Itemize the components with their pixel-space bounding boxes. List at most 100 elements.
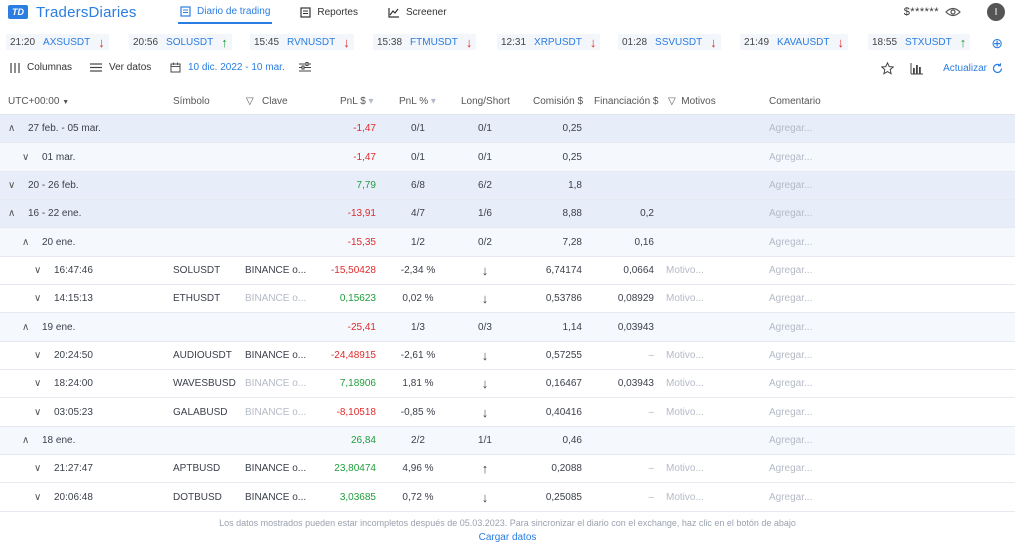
motive-cell[interactable]: Motivo... [666, 463, 704, 475]
chevron-down-icon[interactable]: ∨ [34, 264, 42, 276]
nav-trading-journal[interactable]: Diario de trading [178, 0, 273, 24]
motive-cell[interactable]: Motivo... [666, 293, 704, 305]
chevron-down-icon[interactable]: ∨ [34, 491, 42, 503]
day-group-row[interactable]: ∧ 18 ene. 26,84 2/2 1/1 0,46 Agregar... [0, 426, 1015, 456]
key-cell[interactable]: BINANCE o... [245, 293, 307, 305]
comment-cell[interactable]: Agregar... [769, 236, 813, 248]
chevron-down-icon[interactable]: ∨ [22, 151, 30, 163]
long-short-cell: 0/2 [478, 236, 492, 248]
trade-row[interactable]: ∨ 21:27:47 APTBUSD BINANCE o... 23,80474 4,96… [0, 455, 1015, 484]
trade-row[interactable]: ∨ 20:24:50 AUDIOUSDT BINANCE o... -24,48915 -… [0, 341, 1015, 371]
ticker-item[interactable]: 15:45 RVNUSDT ↓ [250, 34, 354, 50]
pnl-pct-cell: 0/1 [411, 151, 425, 163]
chevron-up-icon[interactable]: ∧ [22, 434, 30, 446]
col-funding-header[interactable]: Financiación $ [594, 96, 659, 107]
comment-cell[interactable]: Agregar... [769, 349, 813, 361]
ticker-item[interactable]: 21:20 AXSUSDT ↓ [6, 34, 109, 50]
motive-cell[interactable]: Motivo... [666, 378, 704, 390]
comment-cell[interactable]: Agregar... [769, 463, 813, 475]
day-group-row[interactable]: ∧ 19 ene. -25,41 1/3 0/3 1,14 0,03943 Agregar..… [0, 313, 1015, 342]
nav-screener[interactable]: Screener [386, 0, 449, 24]
week-group-row[interactable]: ∨ 20 - 26 feb. 7,79 6/8 6/2 1,8 Agregar... [0, 171, 1015, 201]
col-symbol-header[interactable]: Símbolo [173, 96, 210, 107]
motive-cell[interactable]: Motivo... [666, 491, 704, 503]
chevron-up-icon[interactable]: ∧ [8, 123, 16, 135]
day-group-row[interactable]: ∧ 20 ene. -15,35 1/2 0/2 7,28 0,16 Agregar... [0, 228, 1015, 257]
nav-reports[interactable]: Reportes [298, 0, 360, 24]
chevron-down-icon[interactable]: ∨ [34, 349, 42, 361]
plus-circle-icon[interactable]: ⊕ [991, 35, 1003, 51]
chevron-up-icon[interactable]: ∧ [22, 236, 30, 248]
comment-cell[interactable]: Agregar... [769, 434, 813, 446]
funding-cell: 0,03943 [617, 321, 654, 333]
ticker-item[interactable]: 20:56 SOLUSDT ↑ [129, 34, 232, 50]
col-long-short-header[interactable]: Long/Short [461, 96, 510, 107]
refresh-label: Actualizar [943, 63, 987, 74]
trade-row[interactable]: ∨ 16:47:46 SOLUSDT BINANCE o... -15,50428 -2,… [0, 256, 1015, 286]
chevron-down-icon[interactable]: ∨ [34, 293, 42, 305]
key-cell[interactable]: BINANCE o... [245, 264, 307, 276]
chevron-up-icon[interactable]: ∧ [8, 208, 16, 220]
date-range-picker[interactable]: 10 dic. 2022 - 10 mar. [170, 62, 285, 73]
ticker-item[interactable]: 21:49 KAVAUSDT ↓ [740, 34, 848, 50]
comment-cell[interactable]: Agregar... [769, 293, 813, 305]
comment-cell[interactable]: Agregar... [769, 406, 813, 418]
filter-icon[interactable]: ▽ [668, 96, 676, 107]
comment-cell[interactable]: Agregar... [769, 491, 813, 503]
comment-cell[interactable]: Agregar... [769, 321, 813, 333]
week-group-row[interactable]: ∧ 27 feb. - 05 mar. -1,47 0/1 0/1 0,25 Agregar… [0, 115, 1015, 144]
ticker-item[interactable]: 15:38 FTMUSDT ↓ [373, 34, 477, 50]
ticker-item[interactable]: 18:55 STXUSDT ↑ [868, 34, 971, 50]
week-group-row[interactable]: ∧ 16 - 22 ene. -13,91 4/7 1/6 8,88 0,2 Agregar.… [0, 200, 1015, 229]
comment-cell[interactable]: Agregar... [769, 179, 813, 191]
key-cell[interactable]: BINANCE o... [245, 491, 307, 503]
ticker-item[interactable]: 01:28 SSVUSDT ↓ [618, 34, 721, 50]
columns-button[interactable]: Columnas [10, 62, 72, 73]
key-cell[interactable]: BINANCE o... [245, 378, 307, 390]
refresh-button[interactable]: Actualizar [943, 63, 1003, 74]
key-cell[interactable]: BINANCE o... [245, 463, 307, 475]
comment-cell[interactable]: Agregar... [769, 264, 813, 276]
view-data-button[interactable]: Ver datos [90, 62, 151, 73]
chevron-down-icon[interactable]: ∨ [34, 378, 42, 390]
col-comment-header[interactable]: Comentario [769, 96, 821, 107]
star-icon[interactable] [881, 62, 895, 75]
comment-cell[interactable]: Agregar... [769, 151, 813, 163]
col-motives-header[interactable]: ▽ Motivos [668, 96, 716, 107]
chevron-down-icon[interactable]: ∨ [34, 463, 42, 475]
chevron-down-icon[interactable]: ∨ [34, 406, 42, 418]
pnl-pct-cell: -2,61 % [400, 349, 436, 361]
app-logo[interactable]: TD TradersDiaries [8, 2, 137, 22]
trade-row[interactable]: ∨ 18:24:00 WAVESBUSD BINANCE o... 7,18906 1,8… [0, 370, 1015, 399]
ticker-time: 18:55 [872, 36, 898, 48]
col-pnl-pct-header[interactable]: PnL % ▾ [399, 96, 436, 107]
trade-row[interactable]: ∨ 20:06:48 DOTBUSD BINANCE o... 3,03685 0,72 … [0, 483, 1015, 512]
filter-icon[interactable]: ▽ [246, 96, 254, 107]
eye-icon[interactable] [945, 7, 961, 17]
pnl-cell: 7,18906 [339, 378, 376, 390]
pnl-cell: -1,47 [353, 151, 376, 163]
ticker-item[interactable]: 12:31 XRPUSDT ↓ [497, 34, 601, 50]
row-label: 21:27:47 [54, 463, 93, 475]
load-data-link[interactable]: Cargar datos [478, 532, 537, 543]
chevron-up-icon[interactable]: ∧ [22, 321, 30, 333]
col-key-header[interactable]: ▽ Clave [246, 96, 288, 107]
motive-cell[interactable]: Motivo... [666, 349, 704, 361]
key-cell[interactable]: BINANCE o... [245, 349, 307, 361]
avatar[interactable]: I [987, 3, 1005, 21]
chevron-down-icon[interactable]: ∨ [8, 179, 16, 191]
comment-cell[interactable]: Agregar... [769, 378, 813, 390]
trade-row[interactable]: ∨ 03:05:23 GALABUSD BINANCE o... -8,10518 -0,… [0, 398, 1015, 427]
col-pnl-header[interactable]: PnL $ ▾ [340, 96, 374, 107]
col-time-header[interactable]: UTC+00:00 ▼ [8, 96, 69, 107]
bar-chart-icon[interactable] [910, 62, 924, 75]
trade-row[interactable]: ∨ 14:15:13 ETHUSDT BINANCE o... 0,15623 0,02 … [0, 285, 1015, 314]
key-cell[interactable]: BINANCE o... [245, 406, 307, 418]
day-group-row[interactable]: ∨ 01 mar. -1,47 0/1 0/1 0,25 Agregar... [0, 143, 1015, 172]
motive-cell[interactable]: Motivo... [666, 406, 704, 418]
comment-cell[interactable]: Agregar... [769, 123, 813, 135]
motive-cell[interactable]: Motivo... [666, 264, 704, 276]
filter-settings-button[interactable] [299, 62, 318, 73]
col-commission-header[interactable]: Comisión $ [533, 96, 584, 107]
comment-cell[interactable]: Agregar... [769, 208, 813, 220]
